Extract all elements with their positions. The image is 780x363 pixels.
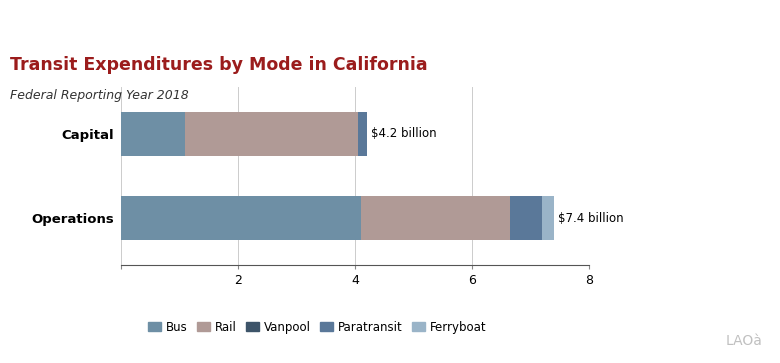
Bar [186, 112, 358, 156]
Text: $4.2 billion: $4.2 billion [371, 127, 437, 140]
Bar [121, 112, 186, 156]
Bar [358, 112, 367, 156]
Text: Transit Expenditures by Mode in California: Transit Expenditures by Mode in Californ… [10, 56, 427, 74]
Bar [121, 196, 360, 240]
Bar [510, 196, 542, 240]
Text: Federal Reporting Year 2018: Federal Reporting Year 2018 [10, 89, 189, 102]
Text: $7.4 billion: $7.4 billion [558, 212, 624, 225]
Bar [542, 196, 554, 240]
Legend: Bus, Rail, Vanpool, Paratransit, Ferryboat: Bus, Rail, Vanpool, Paratransit, Ferrybo… [148, 321, 487, 334]
Text: Figure 2: Figure 2 [9, 15, 67, 28]
Text: LAOà: LAOà [726, 334, 763, 348]
Bar [360, 196, 510, 240]
